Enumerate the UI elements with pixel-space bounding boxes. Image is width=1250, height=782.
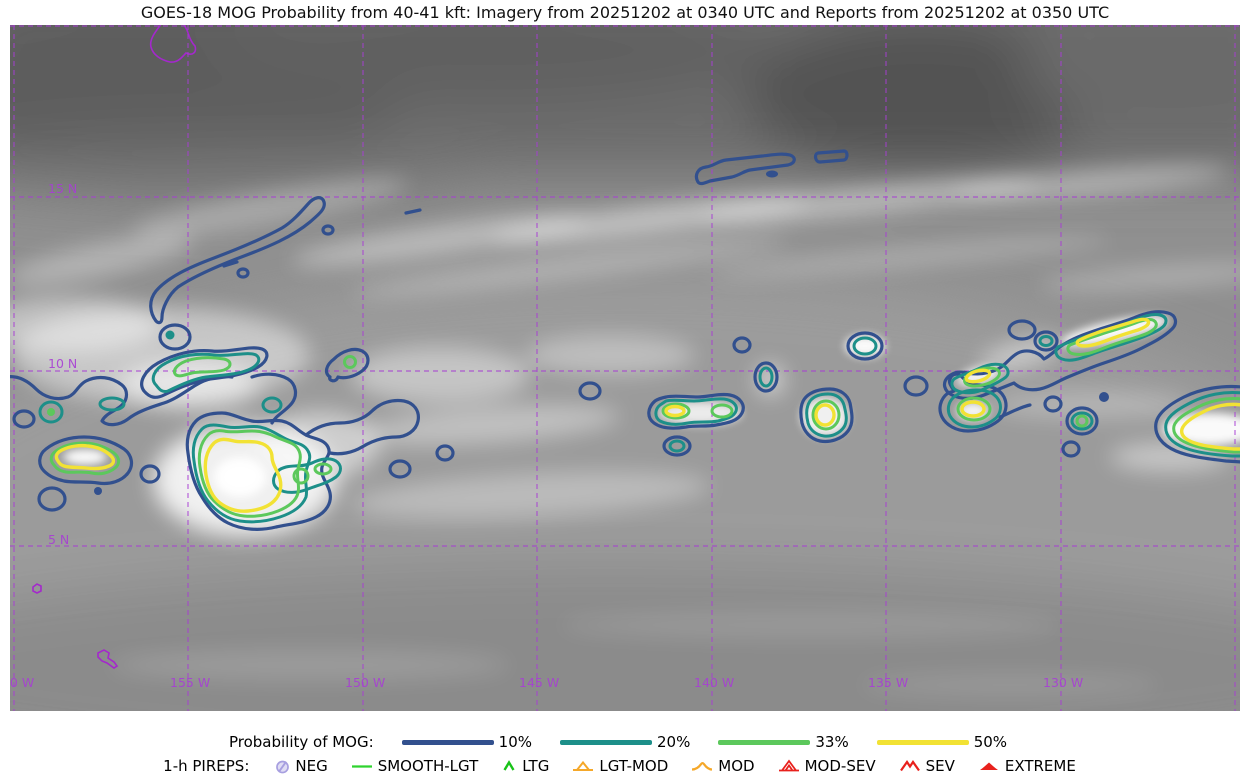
lat-label-5n: 5 N	[48, 532, 70, 547]
latlon-grid	[10, 25, 1240, 711]
legend-item-33pct: 33%	[718, 733, 849, 751]
kiritimati-island-outline	[97, 649, 119, 669]
legend-label-mod-sev: MOD-SEV	[804, 757, 876, 775]
legend-item-extreme: EXTREME	[977, 757, 1076, 775]
lon-label-135w: 135 W	[868, 675, 909, 690]
contour-50pct	[54, 317, 1240, 513]
lon-label-160w: 160 W	[10, 675, 35, 690]
lon-label-155w: 155 W	[170, 675, 211, 690]
legend-item-20pct: 20%	[560, 733, 690, 751]
sev-double-caret-icon	[899, 760, 920, 772]
legend-item-ltg: LTG	[500, 757, 549, 775]
hawaii-island-outline	[149, 25, 197, 63]
legend-item-mod: MOD	[690, 757, 755, 775]
cloud-imagery	[10, 25, 1240, 711]
legend-item-50pct: 50%	[876, 733, 1008, 751]
legend-label-20pct: 20%	[657, 733, 691, 751]
legend-item-10pct: 10%	[401, 733, 533, 751]
contour-swatch-50pct	[876, 739, 969, 745]
mod-sev-triangle-icon	[778, 759, 799, 772]
pireps-legend: 1-h PIREPS: NEG SMOOTH-LGT LTG LGT-MOD M…	[0, 755, 1250, 777]
lon-label-140w: 140 W	[694, 675, 735, 690]
lon-label-130w: 130 W	[1043, 675, 1084, 690]
legend-item-sev: SEV	[898, 757, 955, 775]
probability-legend-caption: Probability of MOG:	[228, 733, 374, 751]
ltg-caret-icon	[503, 760, 515, 771]
legend-label-33pct: 33%	[815, 733, 849, 751]
legend-label-mod: MOD	[718, 757, 755, 775]
satellite-map: 15 N 10 N 5 N 160 W 155 W 150 W 145 W 14…	[10, 25, 1240, 711]
lon-label-145w: 145 W	[519, 675, 560, 690]
coastline-layer	[32, 25, 197, 669]
smooth-lgt-line-icon	[351, 765, 372, 768]
lon-label-150w: 150 W	[345, 675, 386, 690]
legend-label-sev: SEV	[925, 757, 955, 775]
legend-label-smooth-lgt: SMOOTH-LGT	[377, 757, 479, 775]
legend-item-smooth-lgt: SMOOTH-LGT	[350, 757, 479, 775]
legend-label-lgt-mod: LGT-MOD	[599, 757, 669, 775]
contour-swatch-10pct	[401, 739, 494, 745]
legend-label-10pct: 10%	[498, 733, 533, 751]
legend-label-neg: NEG	[295, 757, 328, 775]
neg-circle-slash-icon	[276, 760, 290, 773]
lat-label-10n: 10 N	[48, 356, 78, 371]
small-island-outline	[32, 583, 42, 594]
legend-item-lgt-mod: LGT-MOD	[571, 757, 668, 775]
legend-label-50pct: 50%	[973, 733, 1008, 751]
legend-item-neg: NEG	[274, 757, 328, 775]
lgt-mod-triangle-icon	[573, 760, 594, 771]
legend-item-mod-sev: MOD-SEV	[777, 757, 876, 775]
contour-swatch-20pct	[560, 739, 653, 745]
contour-swatch-33pct	[718, 739, 811, 745]
pireps-legend-caption: 1-h PIREPS:	[163, 757, 250, 775]
legend-label-ltg: LTG	[522, 757, 550, 775]
extreme-filled-triangle-icon	[979, 762, 998, 770]
page-title: GOES-18 MOG Probability from 40-41 kft: …	[140, 3, 1110, 22]
contour-33pct	[47, 318, 1240, 518]
probability-legend: Probability of MOG: 10% 20% 33% 50%	[0, 731, 1250, 753]
legend-label-extreme: EXTREME	[1004, 757, 1076, 775]
contour-10pct	[10, 149, 1240, 531]
map-canvas	[10, 25, 1240, 711]
lat-label-15n: 15 N	[48, 181, 78, 196]
mod-caret-icon	[692, 762, 713, 771]
